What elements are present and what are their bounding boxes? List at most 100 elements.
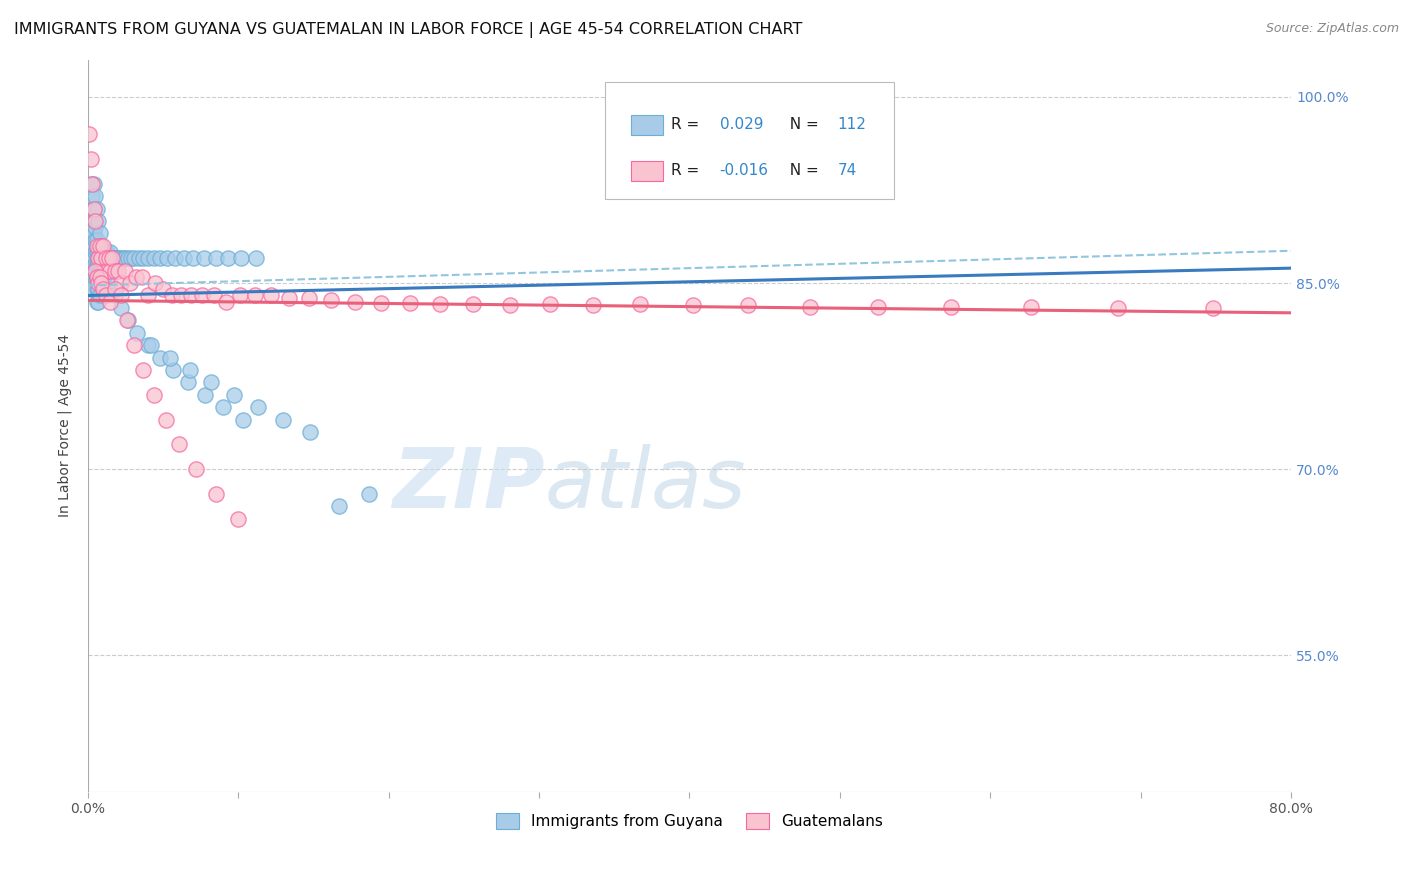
Point: [83, 177, 105, 191]
Point: [246, 400, 269, 414]
Point: [82, 177, 104, 191]
Point: [179, 363, 201, 377]
Point: [94, 251, 117, 265]
Point: [117, 251, 139, 265]
Point: [228, 288, 250, 302]
Point: [87, 294, 110, 309]
Point: [321, 293, 343, 308]
Point: [177, 376, 200, 390]
Point: [82, 189, 104, 203]
Point: [170, 288, 193, 302]
Point: [194, 388, 217, 402]
Point: [117, 313, 139, 327]
Point: [104, 263, 127, 277]
Point: [103, 251, 125, 265]
Point: [866, 300, 889, 314]
Point: [152, 282, 174, 296]
Point: [260, 288, 283, 302]
Point: [169, 437, 191, 451]
Point: [89, 251, 111, 265]
Point: [87, 251, 110, 265]
Point: [159, 351, 181, 365]
Point: [89, 263, 111, 277]
Point: [82, 251, 104, 265]
Point: [799, 300, 821, 314]
Point: [86, 269, 108, 284]
Point: [91, 282, 114, 296]
Point: [191, 288, 214, 302]
Point: [93, 269, 115, 284]
Point: [84, 189, 107, 203]
Point: [243, 288, 266, 302]
Point: [82, 239, 104, 253]
Point: [91, 282, 114, 296]
Point: [84, 245, 107, 260]
Point: [202, 288, 225, 302]
Point: [96, 257, 118, 271]
Point: [98, 276, 121, 290]
Point: [344, 294, 367, 309]
Point: [86, 202, 108, 216]
Point: [217, 251, 239, 265]
Point: [193, 251, 215, 265]
Point: [87, 245, 110, 260]
Point: [77, 127, 100, 141]
Text: N =: N =: [780, 117, 824, 132]
Point: [94, 288, 117, 302]
Point: [87, 276, 110, 290]
Point: [84, 257, 107, 271]
Point: [94, 245, 117, 260]
Point: [87, 257, 110, 271]
Point: [128, 251, 150, 265]
Point: [149, 351, 172, 365]
Point: [271, 412, 294, 426]
Point: [86, 239, 108, 253]
Point: [100, 251, 122, 265]
Point: [83, 214, 105, 228]
Point: [298, 291, 321, 305]
Point: [77, 269, 100, 284]
Text: 74: 74: [838, 163, 856, 178]
Point: [155, 412, 177, 426]
Point: [86, 245, 108, 260]
Point: [91, 245, 114, 260]
Point: [110, 276, 132, 290]
Point: [110, 251, 132, 265]
Point: [328, 500, 350, 514]
Point: [156, 251, 179, 265]
Point: [90, 245, 112, 260]
Point: [136, 288, 159, 302]
Point: [124, 251, 146, 265]
Point: [79, 257, 101, 271]
Point: [90, 239, 112, 253]
Point: [357, 487, 380, 501]
Point: [582, 298, 605, 312]
Point: [149, 251, 172, 265]
FancyBboxPatch shape: [605, 81, 894, 199]
Point: [89, 239, 111, 253]
Point: [84, 263, 107, 277]
Point: [84, 233, 107, 247]
Point: [941, 300, 963, 314]
Point: [77, 257, 100, 271]
Point: [232, 412, 254, 426]
Point: [114, 251, 136, 265]
Point: [97, 251, 120, 265]
Point: [90, 257, 112, 271]
Point: [93, 257, 115, 271]
Point: [90, 251, 112, 265]
Point: [143, 276, 166, 290]
Point: [96, 245, 118, 260]
FancyBboxPatch shape: [630, 161, 664, 181]
Point: [79, 152, 101, 166]
Point: [89, 288, 111, 302]
Point: [100, 251, 122, 265]
Point: [77, 245, 100, 260]
Point: [91, 251, 114, 265]
Point: [91, 239, 114, 253]
Point: [93, 263, 115, 277]
Point: [98, 263, 121, 277]
Point: [222, 388, 245, 402]
Point: [89, 227, 111, 241]
Point: [94, 257, 117, 271]
